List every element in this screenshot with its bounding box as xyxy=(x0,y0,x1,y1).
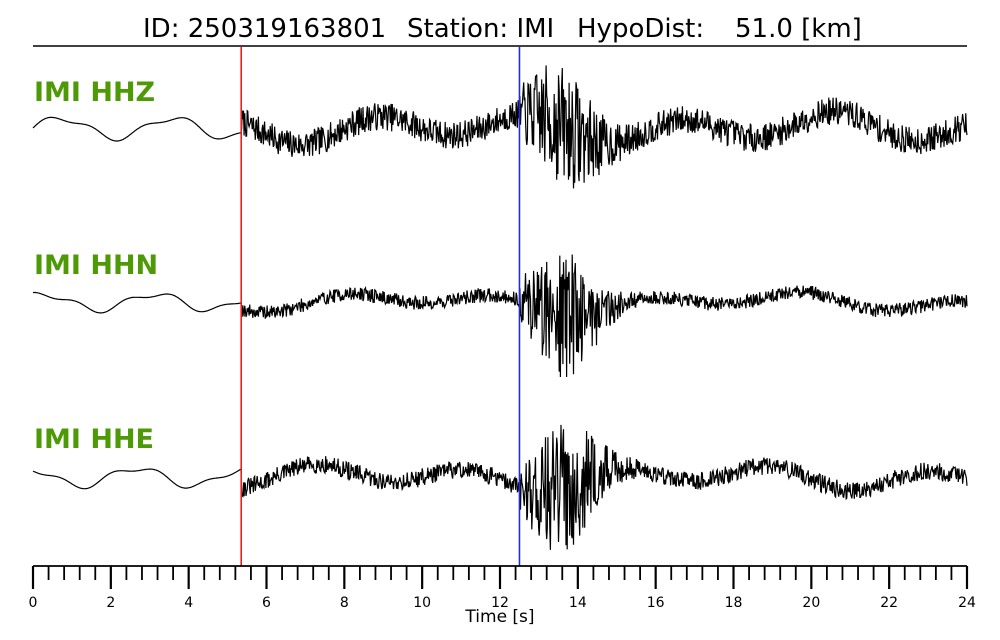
event-id-title: ID: 250319163801 xyxy=(143,14,386,44)
x-tick-label: 24 xyxy=(958,595,976,611)
time-axis: 0 2 4 6 8 10 12 14 16 18 20 22 24 xyxy=(29,565,976,611)
phase-pick-group xyxy=(240,47,521,566)
x-tick-label: 4 xyxy=(184,595,193,611)
channel-label: IMI HHZ xyxy=(34,77,155,108)
x-tick-label: 10 xyxy=(413,595,431,611)
x-tick-label: 18 xyxy=(725,595,743,611)
trace-hhn xyxy=(33,254,968,378)
trace-hhe xyxy=(32,424,968,550)
x-tick-label: 22 xyxy=(880,595,898,611)
channel-label: IMI HHE xyxy=(34,424,154,455)
hypodist-value: 51.0 [km] xyxy=(735,14,862,44)
channel-label: IMI HHN xyxy=(34,250,158,281)
channel-label-group: IMI HHZ IMI HHN IMI HHE xyxy=(34,77,158,455)
x-tick-label: 14 xyxy=(569,595,587,611)
hypodist-label: HypoDist: xyxy=(577,14,704,44)
x-tick-label: 12 xyxy=(491,595,509,611)
x-tick-label: 16 xyxy=(647,595,665,611)
x-tick-label: 2 xyxy=(106,595,115,611)
trace-hhz xyxy=(32,65,968,189)
x-axis-label: Time [s] xyxy=(464,607,534,627)
x-tick-label: 6 xyxy=(262,595,271,611)
x-tick-label: 0 xyxy=(29,595,38,611)
x-tick-label: 8 xyxy=(340,595,349,611)
trace-group xyxy=(32,65,968,550)
station-title: Station: IMI xyxy=(407,14,554,44)
x-tick-label: 20 xyxy=(802,595,820,611)
